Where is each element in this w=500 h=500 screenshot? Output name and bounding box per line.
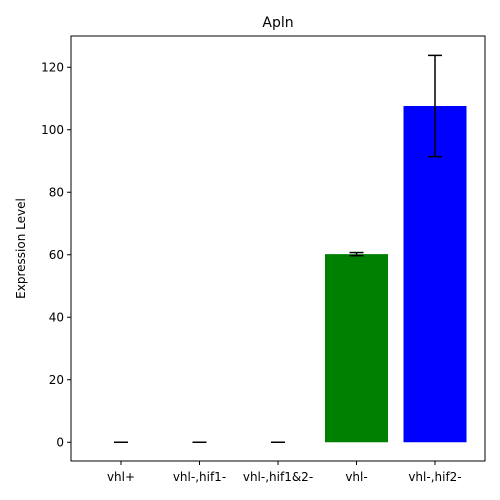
y-axis-ticks: 0 20 40 60 80 100 120	[41, 60, 71, 449]
bar-4	[403, 106, 467, 443]
y-tick-label-3: 60	[49, 248, 64, 262]
y-tick-label-1: 20	[49, 373, 64, 387]
error-bars-group	[114, 54, 442, 443]
error-bar-3	[349, 251, 364, 257]
y-tick-label-6: 120	[41, 60, 64, 74]
x-tick-label-3: vhl-	[345, 470, 367, 484]
chart-title: Apln	[262, 15, 293, 31]
x-tick-label-4: vhl-,hif2-	[408, 470, 461, 484]
plot-frame	[70, 35, 486, 462]
x-axis-ticks: vhl+ vhl-,hif1- vhl-,hif1&2- vhl-vhl-,hif2-	[107, 461, 462, 484]
y-axis-label: Expression Level	[14, 198, 28, 299]
error-bar-4	[428, 54, 442, 158]
y-tick-label-0: 0	[56, 435, 64, 449]
y-tick-label-2: 40	[49, 310, 64, 324]
y-tick-label-5: 100	[41, 123, 64, 137]
x-tick-label-1: vhl-,hif1-	[173, 470, 226, 484]
bars-group	[325, 106, 467, 443]
x-tick-label-2: vhl-,hif1&2-	[243, 470, 313, 484]
bar-3	[325, 254, 388, 443]
x-tick-label-0: vhl+	[107, 470, 135, 484]
y-tick-label-4: 80	[49, 185, 64, 199]
